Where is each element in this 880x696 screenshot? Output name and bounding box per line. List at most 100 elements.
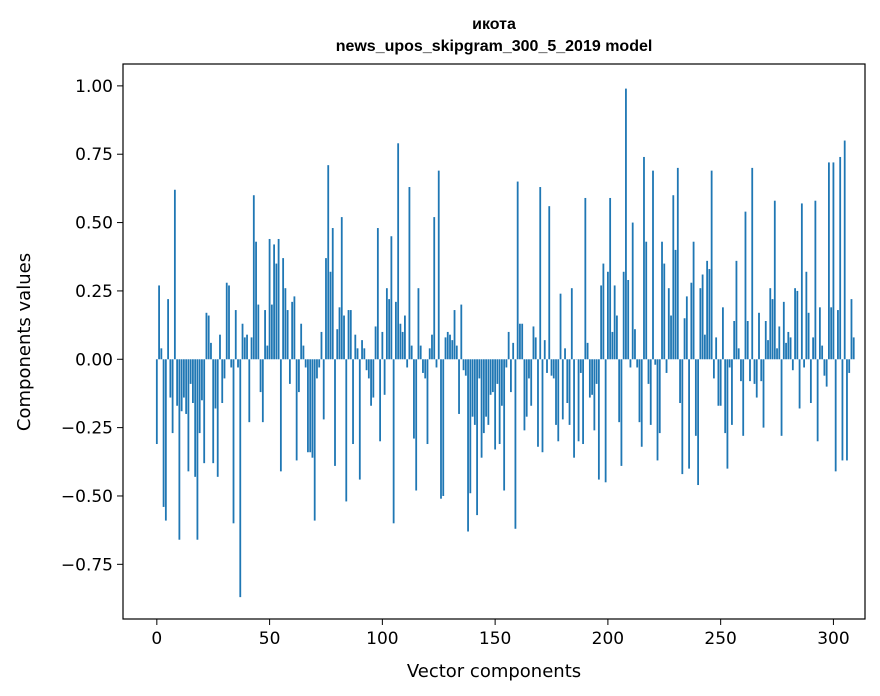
y-tick-label: 0.00 (75, 350, 113, 370)
bar-67 (307, 359, 309, 453)
y-axis-ticks: −0.75 −0.50 −0.25 0.00 0.25 0.50 0.75 1.00 (61, 77, 123, 575)
bar-10 (178, 359, 181, 540)
bar-27 (216, 359, 219, 477)
bar-258 (737, 348, 740, 360)
bar-192 (588, 359, 591, 398)
y-axis-label: Components values (14, 253, 35, 431)
bar-180 (561, 359, 564, 420)
bar-263 (749, 359, 751, 382)
bar-211 (631, 222, 634, 360)
bar-105 (392, 359, 395, 524)
bar-44 (255, 241, 257, 360)
bar-217 (645, 241, 648, 360)
bar-250 (719, 359, 722, 406)
bar-257 (735, 260, 738, 360)
bar-218 (647, 359, 650, 384)
bar-297 (825, 359, 828, 387)
bar-305 (843, 140, 846, 360)
bar-182 (566, 359, 569, 404)
bar-226 (665, 359, 668, 373)
bar-20 (201, 359, 203, 401)
bar-80 (336, 329, 339, 360)
bar-146 (485, 359, 487, 417)
bar-241 (699, 288, 702, 360)
bar-52 (273, 244, 275, 360)
x-axis-label: Vector components (407, 661, 581, 682)
bar-125 (437, 170, 440, 360)
bar-123 (433, 217, 436, 360)
bar-106 (394, 301, 397, 360)
bar-31 (225, 282, 228, 360)
bar-265 (753, 359, 756, 384)
bar-173 (546, 359, 548, 373)
bar-206 (620, 359, 623, 466)
bar-225 (663, 263, 666, 360)
bar-238 (692, 241, 695, 360)
bar-104 (390, 236, 393, 360)
bar-204 (616, 315, 618, 360)
bar-46 (259, 359, 262, 393)
bar-92 (363, 348, 366, 360)
bar-39 (243, 337, 246, 360)
bar-156 (507, 331, 510, 360)
bar-308 (850, 299, 853, 360)
bar-228 (670, 315, 672, 360)
bar-149 (491, 359, 494, 393)
bar-116 (417, 288, 420, 360)
bar-233 (681, 359, 684, 475)
bar-25 (212, 359, 215, 464)
bar-90 (358, 359, 361, 480)
bar-244 (706, 260, 709, 360)
x-tick-label: 250 (704, 629, 736, 649)
bar-227 (667, 288, 670, 360)
bar-235 (685, 296, 688, 360)
bar-53 (275, 263, 278, 360)
bar-35 (234, 310, 237, 360)
bar-276 (778, 326, 781, 360)
bar-200 (606, 271, 609, 360)
bar-15 (189, 359, 192, 384)
bar-86 (349, 310, 352, 360)
bar-56 (282, 258, 285, 360)
bar-187 (577, 359, 580, 442)
bar-306 (846, 359, 848, 461)
bar-55 (279, 359, 282, 472)
bar-94 (367, 359, 370, 379)
y-tick-label: 0.50 (75, 214, 113, 234)
bar-269 (762, 359, 765, 428)
bar-301 (834, 359, 837, 472)
bar-24 (210, 342, 212, 360)
bar-214 (638, 359, 641, 423)
bar-83 (343, 315, 345, 360)
bar-42 (250, 337, 253, 360)
bar-271 (767, 340, 769, 360)
bar-137 (464, 359, 467, 376)
bar-273 (771, 299, 774, 360)
bar-220 (652, 170, 654, 360)
bar-89 (356, 348, 359, 360)
bar-239 (694, 359, 697, 436)
bar-188 (579, 359, 582, 373)
bar-236 (688, 359, 690, 469)
bar-145 (482, 359, 485, 434)
bar-88 (354, 334, 357, 360)
bar-101 (383, 359, 386, 395)
bar-38 (241, 323, 244, 360)
bar-203 (613, 285, 616, 360)
bar-112 (408, 187, 411, 360)
bar-304 (841, 359, 844, 461)
bar-23 (207, 315, 210, 360)
bar-231 (676, 167, 679, 360)
bar-245 (708, 269, 711, 360)
bar-117 (419, 345, 422, 360)
bar-302 (837, 310, 839, 360)
bar-72 (318, 359, 321, 368)
bar-26 (214, 359, 217, 409)
bar-136 (462, 359, 465, 371)
x-tick-label: 0 (151, 629, 162, 649)
x-tick-label: 150 (479, 629, 511, 649)
bar-196 (597, 359, 600, 480)
bar-264 (751, 167, 754, 360)
bar-71 (316, 359, 318, 379)
bar-194 (593, 359, 596, 431)
